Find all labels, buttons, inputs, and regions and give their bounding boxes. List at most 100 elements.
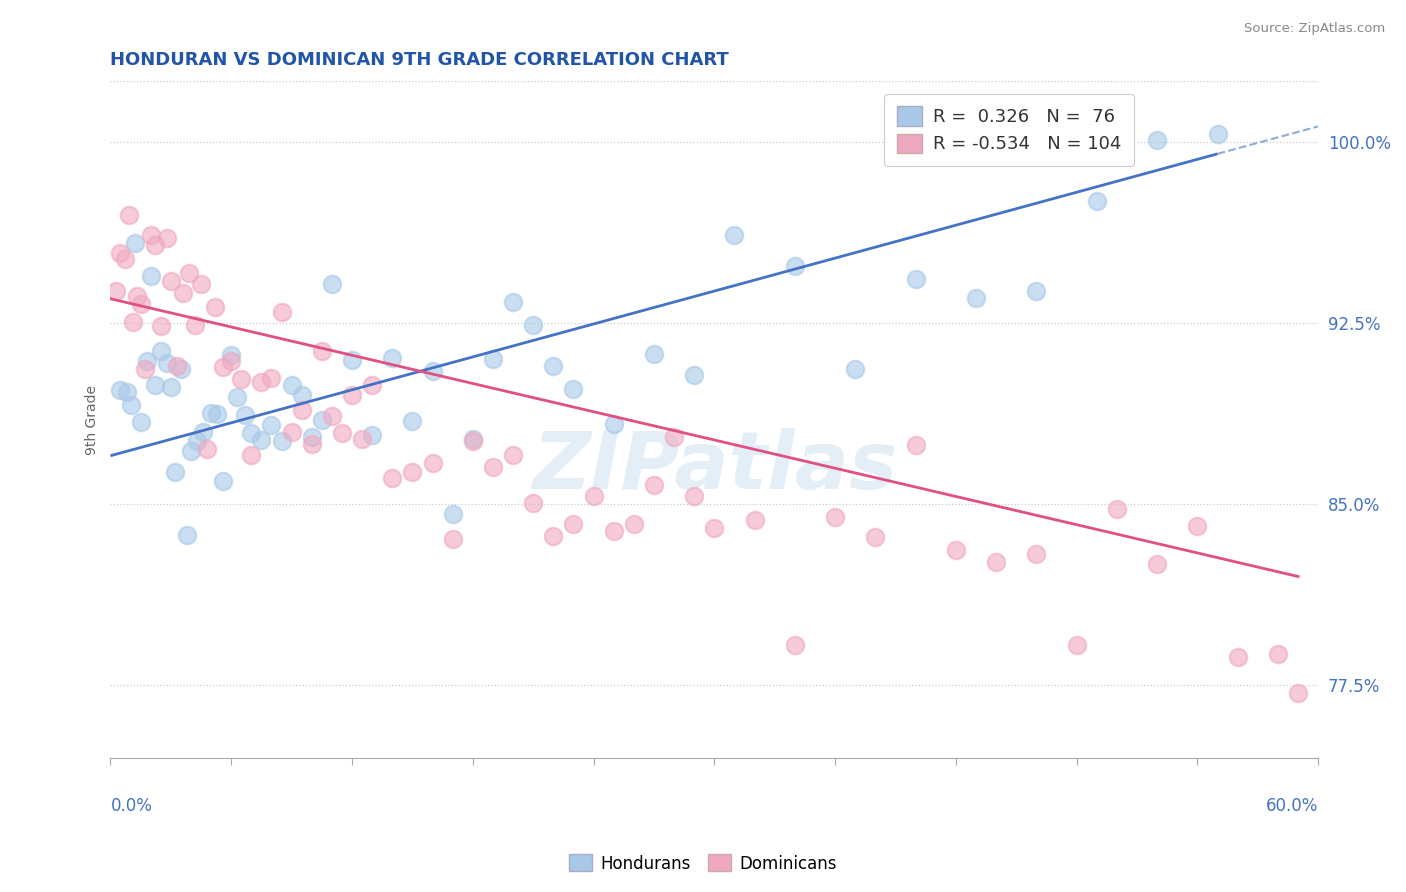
Point [321,409,343,423]
Point [1146,558,1168,572]
Point [744,513,766,527]
Point [904,438,927,452]
Point [129,297,152,311]
Point [301,436,323,450]
Point [703,521,725,535]
Point [219,354,242,368]
Point [1146,133,1168,147]
Point [311,412,333,426]
Point [291,388,314,402]
Point [361,428,384,442]
Point [117,208,139,222]
Point [543,359,565,373]
Point [352,432,374,446]
Point [482,460,505,475]
Point [441,532,464,546]
Point [422,364,444,378]
Point [191,425,214,440]
Point [1187,519,1209,533]
Point [401,465,423,479]
Point [361,377,384,392]
Point [602,524,624,538]
Point [461,434,484,449]
Point [340,353,363,368]
Point [522,318,544,332]
Point [156,355,179,369]
Point [125,288,148,302]
Point [280,377,302,392]
Point [159,380,181,394]
Point [401,414,423,428]
Point [683,368,706,382]
Point [461,433,484,447]
Point [135,354,157,368]
Point [195,442,218,457]
Point [105,284,128,298]
Point [212,359,235,374]
Point [965,291,987,305]
Point [844,362,866,376]
Point [270,305,292,319]
Point [381,351,404,365]
Point [110,383,132,397]
Point [226,390,249,404]
Point [186,434,208,449]
Point [121,315,143,329]
Point [301,430,323,444]
Point [110,246,132,260]
Point [340,388,363,402]
Point [422,456,444,470]
Point [159,274,181,288]
Point [643,347,665,361]
Point [280,425,302,440]
Point [190,277,212,291]
Point [783,638,806,652]
Point [219,348,242,362]
Point [163,465,186,479]
Point [623,516,645,531]
Point [260,417,283,432]
Point [134,361,156,376]
Point [1085,194,1108,209]
Point [204,301,226,315]
Point [562,383,585,397]
Point [683,489,706,503]
Point [231,372,253,386]
Point [502,295,524,310]
Point [250,434,273,448]
Point [522,496,544,510]
Point [1206,127,1229,141]
Text: 0.0%: 0.0% [111,797,152,814]
Point [582,490,605,504]
Point [205,407,228,421]
Point [143,238,166,252]
Point [170,361,193,376]
Point [139,228,162,243]
Point [156,231,179,245]
Point [783,259,806,273]
Legend: R =  0.326   N =  76, R = -0.534   N = 104: R = 0.326 N = 76, R = -0.534 N = 104 [884,94,1135,166]
Point [240,448,263,462]
Point [441,507,464,521]
Point [233,409,256,423]
Point [212,474,235,488]
Point [184,318,207,332]
Point [330,425,353,440]
Point [543,529,565,543]
Point [129,415,152,429]
Point [321,277,343,291]
Point [1267,647,1289,661]
Legend: Hondurans, Dominicans: Hondurans, Dominicans [562,847,844,880]
Point [250,375,273,389]
Point [143,378,166,392]
Point [865,530,887,544]
Point [166,359,188,373]
Point [149,319,172,334]
Point [562,517,585,532]
Point [824,510,846,524]
Point [115,384,138,399]
Point [200,406,222,420]
Point [177,266,200,280]
Point [381,470,404,484]
Text: HONDURAN VS DOMINICAN 9TH GRADE CORRELATION CHART: HONDURAN VS DOMINICAN 9TH GRADE CORRELAT… [111,51,730,69]
